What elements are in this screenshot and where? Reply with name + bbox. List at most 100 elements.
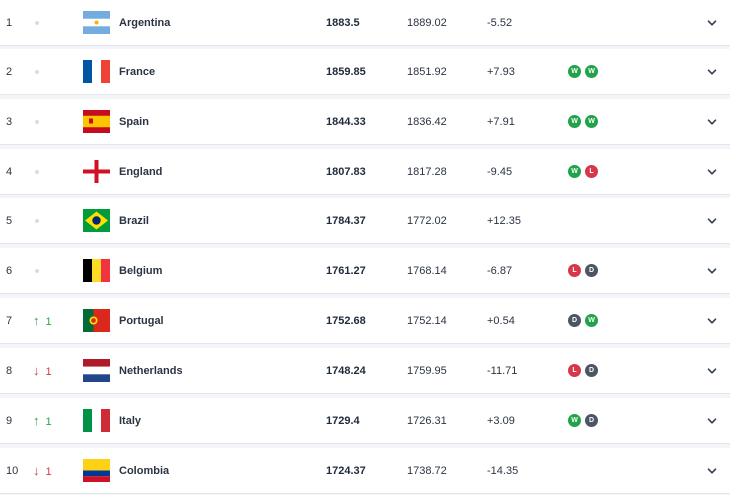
chevron-down-icon[interactable] <box>706 364 718 376</box>
points-difference: -11.71 <box>487 365 518 377</box>
argentina-flag-icon <box>83 11 110 34</box>
chevron-down-icon[interactable] <box>706 214 718 226</box>
colombia-flag-icon <box>83 459 110 482</box>
chevron-down-icon[interactable] <box>706 314 718 326</box>
points-difference: +12.35 <box>487 215 521 227</box>
form-badge-win: W <box>568 115 581 128</box>
previous-points: 1817.28 <box>407 166 447 178</box>
chevron-down-icon[interactable] <box>706 264 718 276</box>
team-name[interactable]: Argentina <box>119 17 171 29</box>
total-points: 1752.68 <box>326 315 366 327</box>
total-points: 1807.83 <box>326 166 366 178</box>
rank-change-up: ↑ 1 <box>33 398 67 444</box>
rank-number: 10 <box>6 465 19 477</box>
previous-points: 1889.02 <box>407 17 447 29</box>
team-name[interactable]: Colombia <box>119 465 170 477</box>
form-badge-loss: L <box>585 165 598 178</box>
team-name[interactable]: Brazil <box>119 215 149 227</box>
total-points: 1883.5 <box>326 17 360 29</box>
rank-change-value: 1 <box>45 416 52 428</box>
form-badge-win: W <box>568 65 581 78</box>
chevron-down-icon[interactable] <box>706 165 718 177</box>
rank-number: 6 <box>6 265 13 277</box>
rank-change-none <box>33 248 67 294</box>
table-row[interactable]: 1 Argentina 1883.5 1889.02 -5.52 <box>0 0 730 46</box>
rank-change-value: 1 <box>45 466 52 478</box>
previous-points: 1836.42 <box>407 116 447 128</box>
form-badge-loss: L <box>568 264 581 277</box>
italy-flag-icon <box>83 409 110 432</box>
form-badge-win: W <box>568 165 581 178</box>
rank-number: 9 <box>6 415 13 427</box>
chevron-down-icon[interactable] <box>706 65 718 77</box>
form-badge-win: W <box>585 314 598 327</box>
previous-points: 1752.14 <box>407 315 447 327</box>
team-name[interactable]: Belgium <box>119 265 163 277</box>
no-change-dot-icon <box>35 70 39 75</box>
rank-change-value: 1 <box>45 366 52 378</box>
table-row[interactable]: 8 ↓ 1 Netherlands 1748.24 1759.95 -11.71 … <box>0 348 730 394</box>
rank-change-none <box>33 49 67 95</box>
rank-number: 7 <box>6 315 13 327</box>
points-difference: -6.87 <box>487 265 513 277</box>
arrow-down-icon: ↓ <box>33 463 40 478</box>
chevron-down-icon[interactable] <box>706 464 718 476</box>
netherlands-flag-icon <box>83 359 110 382</box>
team-name[interactable]: Spain <box>119 116 149 128</box>
table-row[interactable]: 10 ↓ 1 Colombia 1724.37 1738.72 -14.35 <box>0 448 730 494</box>
table-row[interactable]: 5 Brazil 1784.37 1772.02 +12.35 <box>0 198 730 244</box>
arrow-up-icon: ↑ <box>33 313 40 328</box>
no-change-dot-icon <box>35 120 39 125</box>
no-change-dot-icon <box>35 219 39 224</box>
team-name[interactable]: England <box>119 166 163 178</box>
points-difference: +7.93 <box>487 66 515 78</box>
no-change-dot-icon <box>35 269 39 274</box>
arrow-up-icon: ↑ <box>33 413 40 428</box>
form-badge-draw: D <box>585 364 598 377</box>
form-badge-draw: D <box>585 414 598 427</box>
form-badge-draw: D <box>568 314 581 327</box>
chevron-down-icon[interactable] <box>706 414 718 426</box>
portugal-flag-icon <box>83 309 110 332</box>
form-badge-win: W <box>585 65 598 78</box>
england-flag-icon <box>83 160 110 183</box>
previous-points: 1726.31 <box>407 415 447 427</box>
points-difference: -9.45 <box>487 166 513 178</box>
team-name[interactable]: Netherlands <box>119 365 183 377</box>
rank-number: 2 <box>6 66 13 78</box>
chevron-down-icon[interactable] <box>706 16 718 28</box>
previous-points: 1768.14 <box>407 265 447 277</box>
team-name[interactable]: France <box>119 66 156 78</box>
form-badge-loss: L <box>568 364 581 377</box>
points-difference: -14.35 <box>487 465 519 477</box>
rank-change-down: ↓ 1 <box>33 448 67 494</box>
france-flag-icon <box>83 60 110 83</box>
rank-number: 8 <box>6 365 13 377</box>
spain-flag-icon <box>83 110 110 133</box>
rank-change-none <box>33 198 67 244</box>
total-points: 1748.24 <box>326 365 366 377</box>
previous-points: 1738.72 <box>407 465 447 477</box>
total-points: 1859.85 <box>326 66 366 78</box>
chevron-down-icon[interactable] <box>706 115 718 127</box>
no-change-dot-icon <box>35 170 39 175</box>
belgium-flag-icon <box>83 259 110 282</box>
rank-change-down: ↓ 1 <box>33 348 67 394</box>
team-name[interactable]: Italy <box>119 415 142 427</box>
total-points: 1784.37 <box>326 215 366 227</box>
form-badge-win: W <box>568 414 581 427</box>
rank-change-none <box>33 149 67 195</box>
team-name[interactable]: Portugal <box>119 315 164 327</box>
rank-change-up: ↑ 1 <box>33 298 67 344</box>
